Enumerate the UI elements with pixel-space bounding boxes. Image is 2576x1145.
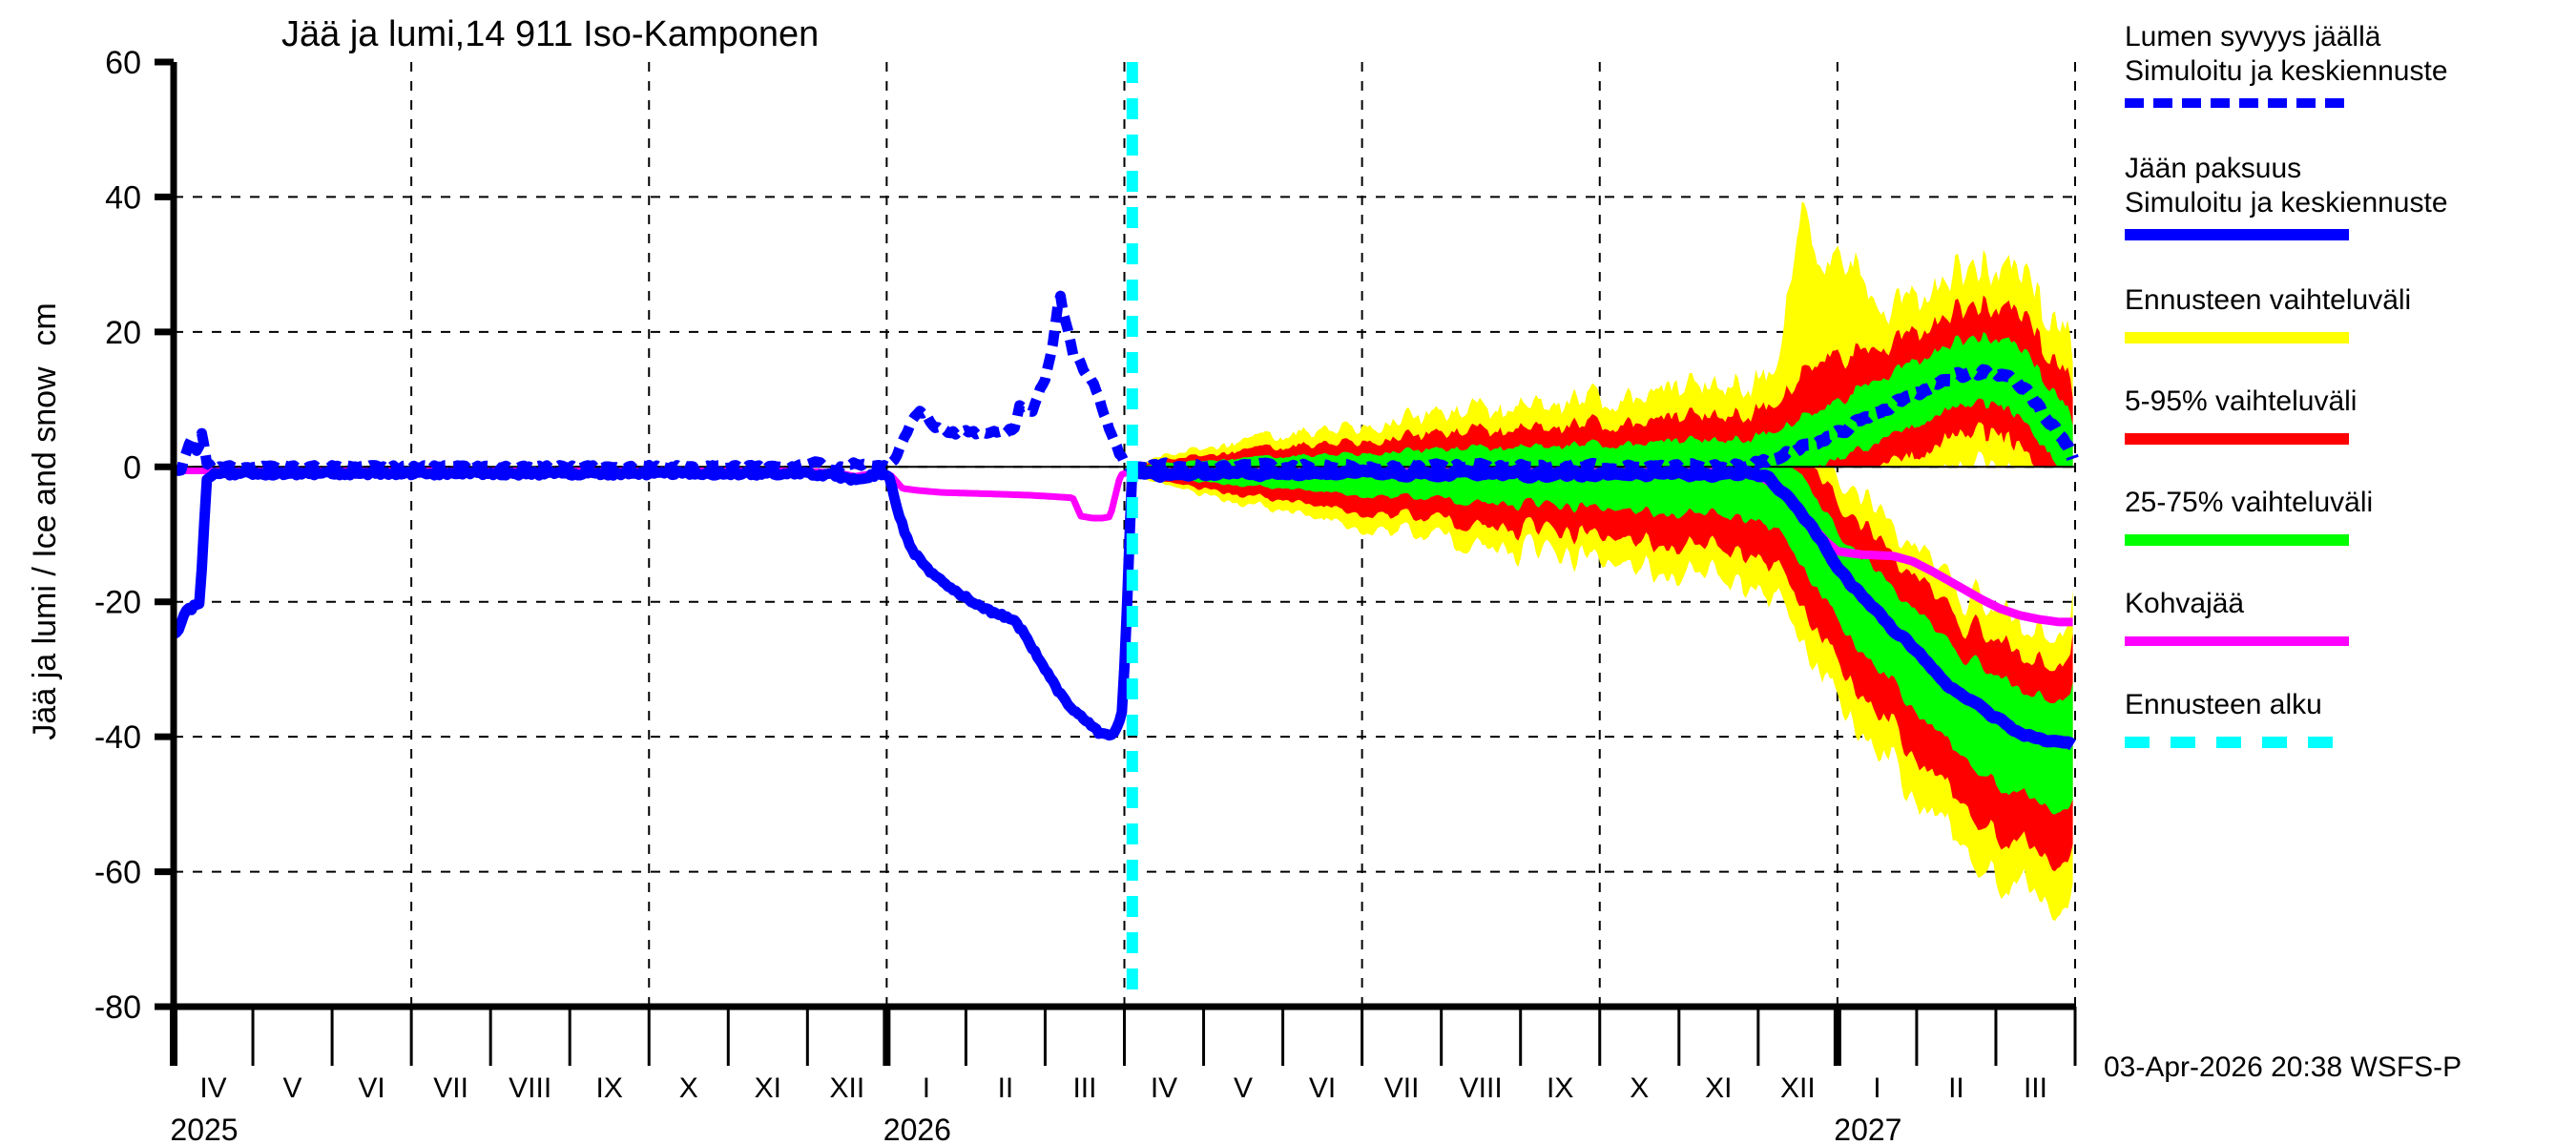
x-tick-label-month: III: [1072, 1072, 1096, 1104]
legend-item-title: Ennusteen vaihteluväli: [2125, 284, 2411, 316]
page-title: Jää ja lumi,14 911 Iso-Kamponen: [281, 14, 819, 54]
snow-depth-line-observed: [171, 290, 1135, 476]
legend-item: 25-75% vaihteluväli: [2125, 487, 2373, 546]
y-axis-unit-label: cm: [27, 302, 63, 345]
legend-item: 5-95% vaihteluväli: [2125, 385, 2357, 445]
x-tick-label-month: VII: [433, 1072, 468, 1104]
legend-item-title: Jään paksuus: [2125, 153, 2301, 184]
x-tick-label-month: II: [1948, 1072, 1964, 1104]
x-axis-ticks: IV V VI VII VIII IX X XI XII I II III IV V VI VII VIII IX…: [170, 1007, 2077, 1104]
x-tick-label-month: VIII: [1460, 1072, 1503, 1104]
y-tick-label: -80: [94, 989, 141, 1026]
legend-item-subtitle: Simuloitu ja keskiennuste: [2125, 187, 2448, 219]
legend-item: Kohvajää: [2125, 588, 2349, 646]
x-tick-label-month: XI: [755, 1072, 781, 1104]
ice-thickness-line-observed: [171, 466, 1138, 741]
x-tick-label-month: V: [1234, 1072, 1253, 1104]
legend-item: Ennusteen alku: [2125, 689, 2349, 748]
y-tick-label: -40: [94, 719, 141, 756]
legend-item: Ennusteen vaihteluväli: [2125, 284, 2411, 344]
x-tick-label-month: V: [283, 1072, 302, 1104]
y-axis-ticks: 60 40 20 0 -20 -40 -60 -80: [94, 45, 174, 1026]
x-tick-label-month: VI: [358, 1072, 384, 1104]
legend-item-subtitle: Simuloitu ja keskiennuste: [2125, 55, 2448, 87]
plot-data: [171, 62, 2079, 1007]
x-tick-label-month: I: [923, 1072, 930, 1104]
x-tick-label-month: IX: [1547, 1072, 1573, 1104]
legend-item-title: Kohvajää: [2125, 588, 2244, 619]
y-tick-label: -60: [94, 855, 141, 891]
x-tick-label-month: III: [2024, 1072, 2047, 1104]
x-axis-year-labels: 2025 2026 2027: [170, 1113, 1901, 1145]
x-tick-label-month: X: [679, 1072, 698, 1104]
x-axis-year-label: 2027: [1834, 1113, 1901, 1145]
x-tick-label-month: X: [1630, 1072, 1649, 1104]
x-tick-label-month: IX: [596, 1072, 623, 1104]
y-tick-label: 40: [105, 179, 141, 216]
x-tick-label-month: XII: [1780, 1072, 1816, 1104]
x-tick-label-month: IV: [1151, 1072, 1177, 1104]
x-tick-label-month: VI: [1309, 1072, 1336, 1104]
snow-depth-line-forecast: [1127, 364, 2079, 477]
x-tick-label-month: I: [1873, 1072, 1880, 1104]
x-axis-year-label: 2026: [883, 1113, 951, 1145]
x-tick-label-month: IV: [199, 1072, 226, 1104]
timestamp-label: 03-Apr-2026 20:38 WSFS-P: [2104, 1051, 2462, 1083]
y-tick-label: 60: [105, 45, 141, 81]
y-tick-label: -20: [94, 585, 141, 621]
y-tick-label: 20: [105, 315, 141, 351]
legend-item-title: 25-75% vaihteluväli: [2125, 487, 2373, 518]
legend-item-title: Lumen syvyys jäällä: [2125, 21, 2381, 52]
x-tick-label-month: VIII: [509, 1072, 551, 1104]
x-tick-label-month: II: [998, 1072, 1014, 1104]
x-tick-label-month: XI: [1705, 1072, 1732, 1104]
x-tick-label-month: VII: [1384, 1072, 1420, 1104]
legend-item-title: 5-95% vaihteluväli: [2125, 385, 2357, 417]
x-tick-label-month: XII: [830, 1072, 865, 1104]
y-tick-label: 0: [123, 449, 141, 486]
x-axis-year-label: 2025: [170, 1113, 238, 1145]
legend-item-title: Ennusteen alku: [2125, 689, 2322, 720]
y-axis-label: Jää ja lumi / Ice and snow: [27, 366, 63, 740]
